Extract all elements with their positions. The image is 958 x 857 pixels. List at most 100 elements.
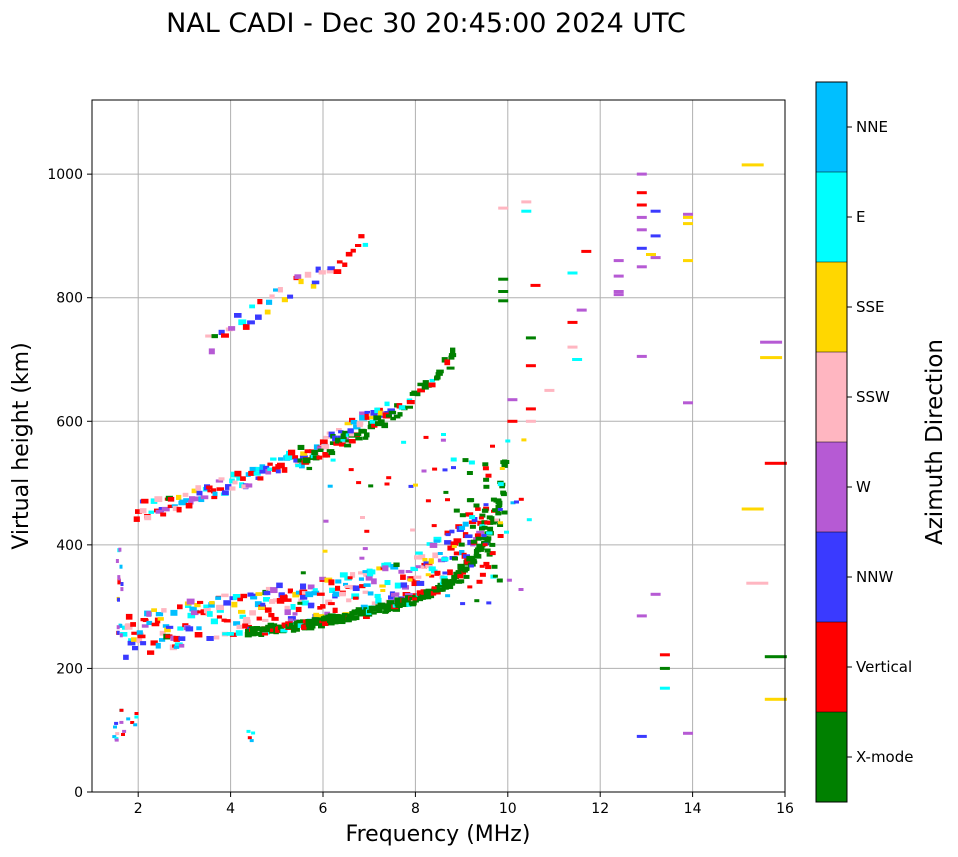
echo-point bbox=[170, 609, 178, 616]
echo-point bbox=[195, 485, 202, 491]
echo-point bbox=[127, 640, 136, 646]
echo-point bbox=[194, 632, 203, 638]
echo-point bbox=[150, 498, 158, 504]
x-tick-label: 14 bbox=[684, 801, 702, 817]
echo-point bbox=[205, 334, 213, 338]
echo-point bbox=[377, 602, 386, 608]
echo-point bbox=[410, 566, 419, 572]
echo-point bbox=[362, 590, 369, 594]
echo-point bbox=[332, 607, 338, 614]
echo-point bbox=[444, 530, 451, 536]
echo-point bbox=[313, 444, 320, 451]
echo-point bbox=[428, 593, 435, 599]
echo-point bbox=[240, 476, 246, 481]
echo-point bbox=[446, 366, 455, 370]
echo-point bbox=[363, 607, 371, 611]
echo-point bbox=[221, 490, 229, 496]
echo-point bbox=[398, 405, 407, 410]
echo-point bbox=[301, 600, 309, 606]
echo-point bbox=[154, 617, 161, 624]
echo-point bbox=[155, 612, 164, 617]
echo-point bbox=[434, 570, 441, 576]
echo-point bbox=[212, 491, 218, 497]
echo-point bbox=[298, 278, 304, 285]
echo-point bbox=[636, 191, 647, 195]
echo-point bbox=[478, 547, 484, 552]
echo-point bbox=[299, 455, 308, 459]
echo-point bbox=[505, 439, 511, 443]
echo-point bbox=[295, 590, 302, 595]
echo-point bbox=[277, 462, 285, 469]
echo-point bbox=[321, 444, 329, 450]
colorbar-title: Azimuth Direction bbox=[922, 339, 948, 545]
echo-point bbox=[349, 585, 356, 590]
echo-point bbox=[387, 602, 393, 607]
echo-point bbox=[173, 645, 180, 649]
echo-point bbox=[464, 558, 473, 565]
echo-point bbox=[287, 616, 296, 621]
echo-point bbox=[254, 601, 262, 608]
echo-point bbox=[284, 609, 291, 616]
echo-point bbox=[269, 599, 276, 604]
echo-point bbox=[486, 601, 492, 605]
colorbar-label: SSE bbox=[856, 298, 885, 316]
echo-point bbox=[207, 611, 213, 617]
echo-point bbox=[179, 499, 188, 506]
echo-point bbox=[451, 545, 457, 548]
echo-point bbox=[410, 528, 416, 532]
echo-point bbox=[504, 530, 509, 534]
echo-point bbox=[370, 410, 378, 416]
echo-point bbox=[306, 466, 313, 471]
echo-point bbox=[462, 521, 469, 527]
echo-point bbox=[424, 382, 430, 387]
echo-point bbox=[441, 557, 449, 562]
echo-point bbox=[443, 490, 449, 494]
echo-point bbox=[494, 518, 500, 522]
echo-point bbox=[350, 572, 356, 578]
echo-point bbox=[433, 536, 442, 543]
echo-point bbox=[431, 524, 437, 528]
echo-point bbox=[352, 585, 360, 592]
echo-point bbox=[324, 453, 331, 458]
echo-point bbox=[514, 500, 519, 504]
echo-point bbox=[283, 598, 292, 602]
echo-point bbox=[746, 581, 769, 585]
echo-point bbox=[525, 419, 536, 423]
echo-point bbox=[544, 388, 555, 392]
echo-point bbox=[362, 242, 369, 247]
echo-point bbox=[341, 612, 348, 617]
echo-point bbox=[211, 334, 218, 339]
echo-point bbox=[339, 615, 345, 620]
echo-point bbox=[316, 446, 325, 451]
echo-point bbox=[416, 580, 425, 586]
echo-point bbox=[432, 586, 440, 593]
echo-point bbox=[114, 738, 119, 742]
echo-point bbox=[484, 538, 491, 544]
echo-point bbox=[415, 565, 421, 569]
echo-point bbox=[247, 320, 255, 325]
echo-point bbox=[335, 615, 343, 622]
echo-point bbox=[430, 591, 437, 596]
colorbar-segment bbox=[816, 172, 847, 262]
echo-point bbox=[324, 577, 333, 583]
echo-point bbox=[208, 348, 215, 355]
echo-point bbox=[401, 440, 407, 444]
echo-point bbox=[423, 435, 429, 439]
echo-point bbox=[353, 424, 361, 430]
echo-point bbox=[278, 457, 284, 461]
echo-point bbox=[346, 598, 352, 603]
echo-point bbox=[333, 441, 342, 446]
echo-point bbox=[405, 405, 414, 409]
echo-point bbox=[328, 622, 335, 626]
echo-point bbox=[318, 623, 325, 629]
echo-point bbox=[232, 480, 238, 485]
y-axis-ticks: 0 200 400 600 800 1000 bbox=[47, 167, 92, 801]
echo-point bbox=[353, 432, 362, 437]
echo-point bbox=[136, 637, 143, 644]
echo-point bbox=[659, 653, 670, 657]
echo-point bbox=[285, 621, 293, 625]
echo-point bbox=[764, 461, 787, 465]
echo-point bbox=[287, 294, 294, 299]
echo-point bbox=[359, 411, 367, 415]
echo-point bbox=[406, 400, 415, 405]
